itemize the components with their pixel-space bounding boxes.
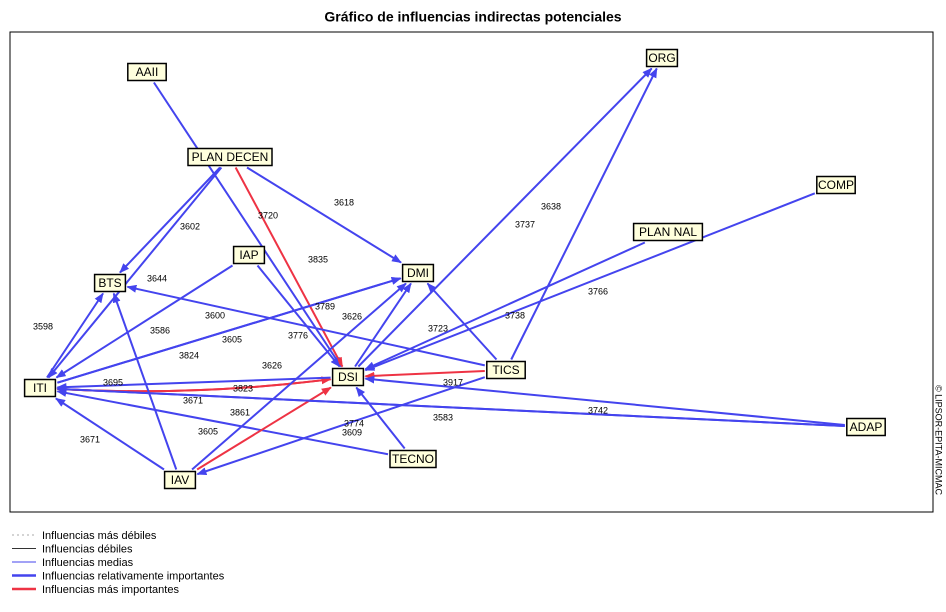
- legend-label: Influencias medias: [42, 557, 134, 569]
- watermark: © LIPSOR-EPITA-MICMAC: [934, 385, 944, 495]
- edge-label: 3742: [588, 405, 608, 415]
- edge: [57, 277, 402, 384]
- node-label: COMP: [818, 178, 854, 192]
- edge-label: 3602: [180, 221, 200, 231]
- edge-label: 3738: [505, 310, 525, 320]
- node-label: TECNO: [392, 452, 434, 466]
- legend-label: Influencias más débiles: [42, 530, 157, 542]
- edge: [357, 67, 653, 368]
- node-box: [632, 222, 704, 242]
- edge: [426, 282, 498, 361]
- edge: [47, 166, 223, 379]
- edge-label: 3723: [428, 323, 448, 333]
- edge: [354, 282, 412, 368]
- node-label: ADAP: [850, 420, 883, 434]
- edge-label: 3776: [288, 330, 308, 340]
- frame: [9, 31, 934, 513]
- edge: [364, 241, 646, 371]
- node-box: [232, 245, 266, 265]
- legend-label: Influencias débiles: [42, 543, 133, 555]
- edge: [364, 192, 816, 372]
- legend-label: Influencias relativamente importantes: [42, 570, 225, 582]
- edge: [364, 375, 845, 426]
- edge: [55, 264, 234, 379]
- edge-label: 3824: [179, 350, 199, 360]
- node-label: PLAN DECEN: [192, 150, 269, 164]
- edge: [126, 284, 486, 367]
- edge: [355, 386, 406, 450]
- node-label: DMI: [407, 266, 429, 280]
- edge: [55, 397, 165, 471]
- edge-label: 3618: [334, 197, 354, 207]
- edge: [119, 166, 221, 274]
- node-label: ITI: [33, 381, 47, 395]
- edge-label: 3605: [222, 334, 242, 344]
- node-box: [163, 470, 197, 490]
- node-label: PLAN NAL: [639, 225, 697, 239]
- node-box: [816, 175, 856, 195]
- edge: [510, 67, 658, 360]
- edge-label: 3823: [233, 383, 253, 393]
- edge-label: 3644: [147, 273, 167, 283]
- node-box: [23, 378, 57, 398]
- node-label: TICS: [492, 363, 519, 377]
- edge-label: 3774: [344, 418, 364, 428]
- edge-label: 3671: [80, 434, 100, 444]
- node-box: [187, 147, 273, 167]
- edge-label: 3638: [541, 201, 561, 211]
- edge-label: 3598: [33, 321, 53, 331]
- edge-label: 3835: [308, 254, 328, 264]
- edge-label: 3671: [183, 395, 203, 405]
- legend-label: Influencias más importantes: [42, 584, 179, 596]
- edge: [46, 292, 104, 379]
- edge-label: 3789: [315, 301, 335, 311]
- edge-label: 3917: [443, 377, 463, 387]
- node-box: [846, 417, 886, 437]
- edge-label: 3586: [150, 325, 170, 335]
- edge-label: 3626: [342, 311, 362, 321]
- edge: [246, 166, 402, 264]
- edge: [196, 386, 332, 471]
- edge: [56, 385, 845, 427]
- node-box: [331, 367, 365, 387]
- node-box: [486, 360, 526, 380]
- edge: [196, 376, 486, 476]
- edge: [364, 369, 485, 380]
- edge-label: 3626: [262, 360, 282, 370]
- edge-label: 3737: [515, 219, 535, 229]
- node-label: DSI: [338, 370, 358, 384]
- node-box: [127, 62, 167, 82]
- node-label: IAV: [171, 473, 189, 487]
- edge: [112, 292, 178, 470]
- edge-label: 3609: [342, 427, 362, 437]
- node-box: [401, 263, 435, 283]
- node-box: [389, 449, 437, 469]
- node-label: AAII: [136, 65, 159, 79]
- edge-label: 3695: [103, 377, 123, 387]
- node-box: [93, 273, 127, 293]
- edge-label: 3605: [198, 426, 218, 436]
- edge-label: 3720: [258, 210, 278, 220]
- edge: [234, 167, 344, 368]
- edge: [191, 282, 407, 471]
- edge-label: 3600: [205, 310, 225, 320]
- node-box: [645, 48, 679, 68]
- edge: [56, 389, 389, 456]
- node-label: ORG: [648, 51, 675, 65]
- node-label: BTS: [98, 276, 121, 290]
- title: Gráfico de influencias indirectas potenc…: [324, 9, 621, 25]
- edge-label: 3861: [230, 407, 250, 417]
- edge-label: 3766: [588, 286, 608, 296]
- node-label: IAP: [239, 248, 258, 262]
- edge-label: 3583: [433, 412, 453, 422]
- edge: [256, 264, 341, 368]
